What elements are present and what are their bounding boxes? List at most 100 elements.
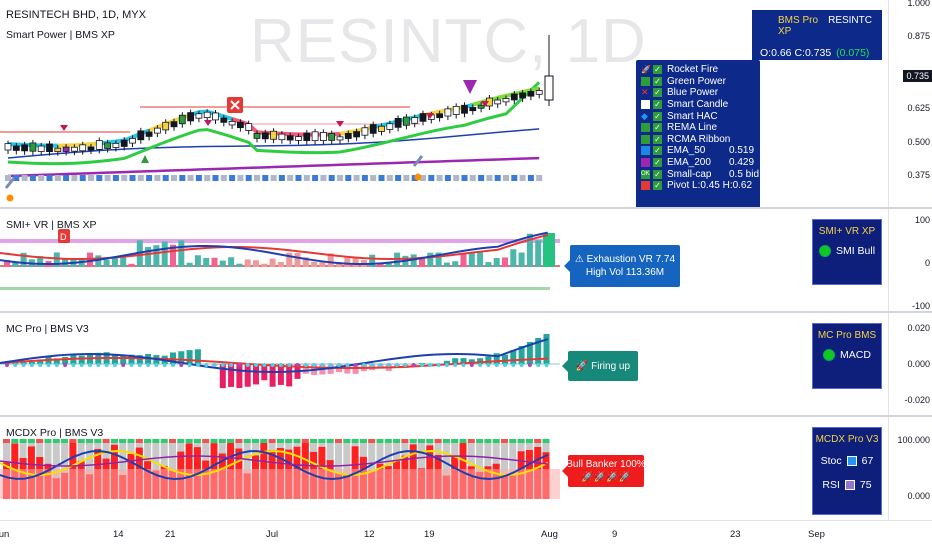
legend-label: REMA Line — [667, 122, 718, 134]
pane-divider[interactable] — [0, 415, 932, 417]
mc-signal-dot — [527, 363, 532, 367]
status-square — [171, 175, 177, 181]
ema-50-line — [7, 128, 540, 159]
status-square — [13, 175, 20, 181]
axis-tick-label: 1.000 — [907, 0, 930, 8]
sell-triangle-icon — [426, 113, 434, 119]
smi-bar — [452, 261, 459, 267]
smi-bar — [435, 252, 442, 267]
candle — [145, 131, 153, 137]
smi-bar — [53, 252, 60, 267]
status-square — [378, 175, 385, 181]
mc-signal-dot — [361, 363, 366, 367]
smi-pane[interactable]: D SMI+ VR | BMS XP ⚠ Exhaustion VR 7.74 … — [0, 209, 888, 311]
mcdx-title[interactable]: MCDX Pro | BMS V3 — [6, 427, 104, 439]
legend-label: Rocket Fire — [667, 64, 719, 76]
mcdx-top-strip — [152, 439, 160, 443]
checkbox-icon[interactable]: ✓ — [653, 181, 662, 191]
checkbox-icon[interactable]: ✓ — [653, 158, 662, 168]
legend-value: 0.519 — [729, 145, 755, 157]
candle — [203, 111, 211, 119]
checkbox-icon[interactable]: ✓ — [653, 111, 662, 121]
checkbox-icon[interactable]: ✓ — [653, 146, 662, 156]
mc-signal-dot — [544, 363, 549, 367]
mcdx-top-strip — [235, 439, 243, 443]
checkbox-icon[interactable]: ✓ — [653, 88, 662, 98]
smi-bar — [319, 261, 326, 267]
candle — [386, 123, 394, 130]
price-pane[interactable]: RESINTC, 1D RESINTECH BHD, 1D, MYX Smart… — [0, 0, 888, 207]
pane-divider[interactable] — [0, 311, 932, 313]
smi-title[interactable]: SMI+ VR | BMS XP — [6, 219, 97, 231]
status-square — [444, 175, 451, 181]
smi-bar — [294, 253, 301, 267]
smi-bar — [128, 263, 135, 267]
mc-signal-dot — [536, 363, 541, 367]
mcdx-top-strip — [434, 439, 442, 443]
mcdx-top-strip — [351, 439, 359, 443]
smi-bar — [535, 240, 542, 267]
checkbox-icon[interactable]: ✓ — [653, 123, 662, 133]
mc-histogram-bar — [178, 351, 185, 364]
checkbox-icon[interactable]: ✓ — [653, 76, 662, 86]
status-square — [386, 175, 393, 181]
mc-signal-dot — [486, 363, 491, 367]
mcdx-top-strip — [359, 439, 367, 443]
mc-pane[interactable]: MC Pro | BMS V3 🚀 Firing up MC Pro BMS M… — [0, 313, 888, 415]
bms-info-box: BMS Pro XP RESINTC O:0.66 C:0.735 (0.075… — [752, 10, 882, 60]
mcdx-axis[interactable]: 100.000 0.000 — [888, 417, 932, 520]
checkbox-icon[interactable]: ✓ — [653, 65, 662, 75]
status-square — [527, 175, 534, 181]
price-axis[interactable]: 1.000 0.875 0.735 0.625 0.500 0.375 — [888, 0, 932, 207]
checkbox-icon[interactable]: ✓ — [653, 169, 662, 179]
time-axis[interactable]: Jun 14 21 Jul 12 19 Aug 9 23 Sep — [0, 520, 932, 550]
pane-divider[interactable] — [0, 207, 932, 209]
mc-signal-dot — [137, 363, 142, 367]
checkbox-icon[interactable]: ✓ — [653, 134, 662, 144]
mc-signal-dot — [71, 363, 76, 367]
legend-item: ✕ ✓ Blue Power — [641, 87, 760, 99]
status-square — [112, 175, 119, 181]
mcdx-pane[interactable]: MCDX Pro | BMS V3 Bull Banker 100% 🚀🚀🚀🚀 … — [0, 417, 888, 520]
rocket-icon: 🚀 — [641, 65, 651, 75]
candle — [544, 75, 554, 101]
mc-box-value: MACD — [840, 349, 871, 361]
status-square — [403, 175, 410, 181]
rsi-label: RSI — [822, 479, 840, 491]
mc-histogram-bar — [510, 350, 517, 364]
mc-histogram-bar — [535, 338, 542, 364]
smi-axis[interactable]: 100 0 -100 — [888, 209, 932, 311]
smi-bar — [302, 257, 309, 267]
checkbox-icon[interactable]: ✓ — [653, 100, 662, 110]
status-square — [179, 175, 186, 181]
mc-signal-dot — [63, 363, 68, 367]
candle — [286, 135, 294, 141]
mc-signal-dot — [104, 363, 109, 367]
smi-bar — [194, 255, 201, 267]
smi-bar — [336, 261, 342, 267]
legend-swatch-icon — [641, 123, 650, 133]
mc-signal-dot — [162, 363, 167, 367]
candle — [402, 116, 410, 126]
mcdx-rsi-line — [0, 455, 548, 467]
candle — [419, 113, 427, 122]
mc-signal-dot — [237, 363, 242, 367]
mc-title[interactable]: MC Pro | BMS V3 — [6, 323, 89, 335]
smi-bar — [145, 247, 152, 267]
mcdx-top-strip — [185, 439, 193, 443]
legend-item: ✓ EMA_50 0.519 — [641, 145, 760, 157]
legend-value: 0.429 — [729, 157, 755, 169]
mcdx-top-strip — [193, 439, 201, 443]
status-square — [328, 175, 335, 181]
mc-axis[interactable]: 0.020 0.000 -0.020 — [888, 313, 932, 415]
candle — [411, 117, 419, 124]
candle — [444, 108, 452, 117]
indicator-title[interactable]: Smart Power | BMS XP — [6, 29, 115, 41]
mc-signal-dot — [395, 363, 400, 367]
status-square — [494, 175, 501, 181]
mcdx-top-strip — [268, 439, 276, 443]
rocket-icon — [4, 177, 16, 189]
mc-signal-dot — [220, 363, 225, 367]
mc-histogram-bar — [53, 358, 60, 364]
ema-200-line — [7, 156, 540, 178]
